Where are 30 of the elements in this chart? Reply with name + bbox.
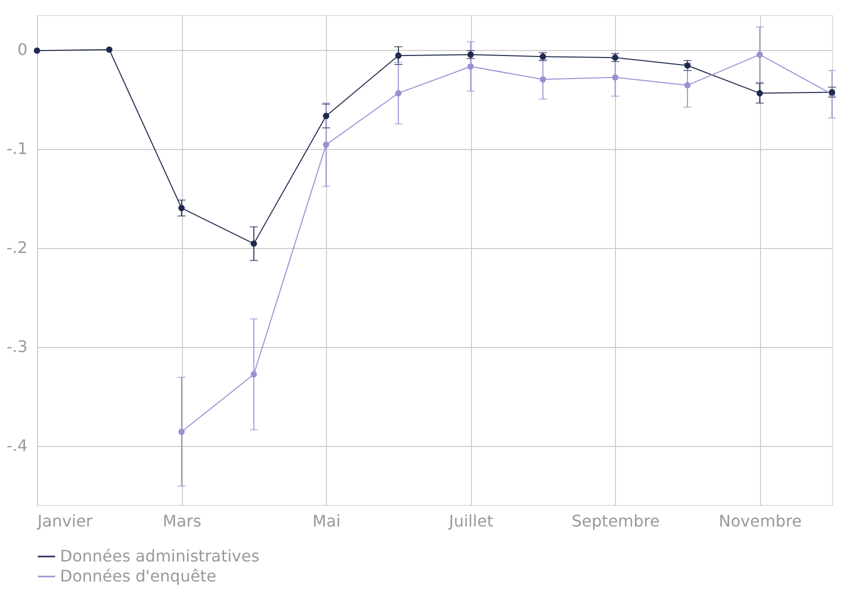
point [395, 52, 402, 59]
point [322, 142, 330, 148]
point [250, 371, 257, 378]
x-tick-label: Septembre [572, 512, 660, 530]
point [540, 76, 546, 82]
point [684, 82, 691, 88]
point [34, 47, 40, 54]
point [612, 74, 618, 81]
point [322, 112, 330, 120]
point [684, 62, 691, 69]
x-tick-label: Janvier [36, 512, 93, 530]
y-tick-label: 0 [17, 40, 28, 60]
y-tick-label: -.3 [6, 337, 28, 356]
point [106, 46, 112, 53]
point [467, 63, 474, 70]
x-tick-label: Mars [162, 512, 202, 530]
point [178, 204, 185, 212]
x-tick-label: Juillet [448, 512, 494, 530]
point [395, 90, 402, 96]
point [250, 240, 257, 247]
legend-label: Données d'enquête [60, 566, 216, 586]
x-tick-label: Mai [312, 512, 341, 530]
x-tick-label: Novembre [718, 512, 802, 530]
y-tick-label: -.4 [6, 436, 28, 456]
y-tick-label: -.2 [6, 238, 28, 258]
point [756, 51, 763, 58]
point [178, 428, 185, 435]
y-tick-label: -.1 [6, 139, 28, 158]
legend-label: Données administratives [60, 546, 260, 566]
point [756, 90, 763, 96]
